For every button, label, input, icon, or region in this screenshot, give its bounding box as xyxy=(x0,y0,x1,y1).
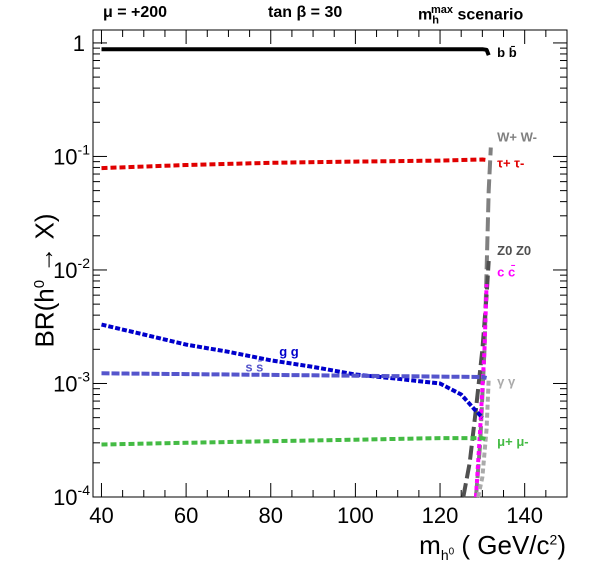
series-label: b b̄ xyxy=(497,45,517,60)
y-tick-label: 10-1 xyxy=(53,141,90,169)
series-label: s s̄ xyxy=(245,359,263,374)
series-line-series xyxy=(476,378,491,498)
plot-frame xyxy=(92,29,568,498)
series-label: τ+ τ- xyxy=(497,155,524,170)
x-tick-label: 40 xyxy=(89,503,113,528)
mu-label: μ = +200 xyxy=(103,4,168,21)
series-label: γ γ xyxy=(497,374,516,389)
series-label: W+ W- xyxy=(497,130,537,145)
series-line-z0-z0 xyxy=(461,260,491,498)
x-tick-label: 80 xyxy=(259,503,283,528)
x-axis-ticks: 40 60 80 100 120 140 xyxy=(89,30,568,528)
series-label: μ+ μ- xyxy=(497,434,528,449)
scenario-m: m xyxy=(418,6,433,24)
series-line-series xyxy=(101,157,487,171)
y-tick-label: 10-2 xyxy=(53,255,90,283)
x-tick-label: 60 xyxy=(174,503,198,528)
series-labels: b b̄ W+ W-τ+ τ- Z0 Z0 c c̄ g g s s̄ γ γ μ+ μ- xyxy=(245,45,537,449)
series-line-b-b xyxy=(101,47,491,56)
tanbeta-label: tan β = 30 xyxy=(268,4,343,21)
series-line-s-s xyxy=(101,371,488,380)
series-label: Z0 Z0 xyxy=(497,243,531,258)
series-lines xyxy=(101,47,493,498)
x-axis-label: mh0 ( GeV/c2) xyxy=(419,530,566,564)
series-line-series xyxy=(101,436,488,447)
series-line-g-g xyxy=(101,322,484,420)
x-tick-label: 120 xyxy=(422,503,459,528)
y-tick-label: 1 xyxy=(73,31,85,56)
y-tick-label: 10-4 xyxy=(53,482,90,510)
scenario-sub: h xyxy=(432,14,439,27)
series-label: c c̄ xyxy=(497,264,515,279)
y-axis-label: BR(h0 → X) xyxy=(29,213,60,348)
y-tick-label: 10-3 xyxy=(53,368,90,396)
series-line-c-c xyxy=(474,284,489,498)
scenario-word: scenario xyxy=(457,6,524,24)
series-label: g g xyxy=(279,344,299,359)
x-tick-label: 140 xyxy=(506,503,543,528)
y-axis-ticks: 1 10-1 10-2 10-3 10-4 xyxy=(53,31,567,510)
scenario-sup: max xyxy=(430,4,453,16)
scenario-label: mhmax scenario xyxy=(418,4,523,27)
x-tick-label: 100 xyxy=(337,503,374,528)
